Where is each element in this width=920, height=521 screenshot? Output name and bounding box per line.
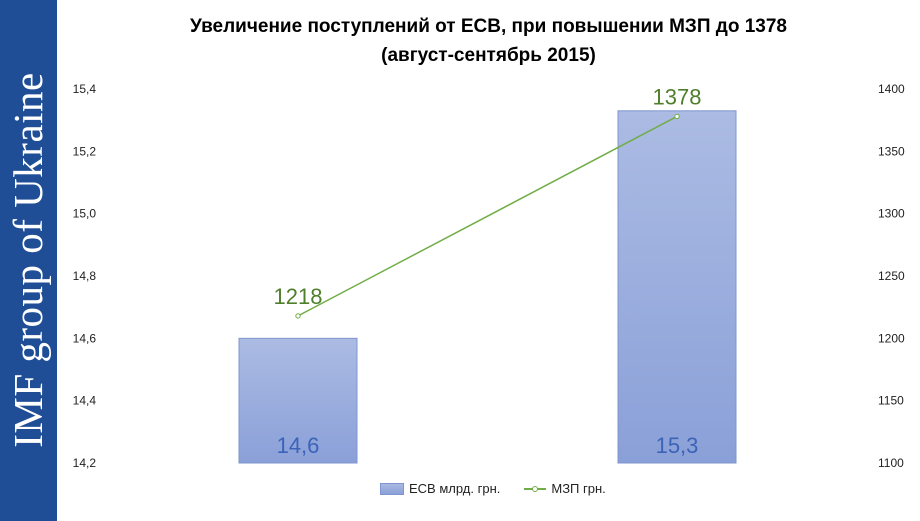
bar [238, 337, 358, 464]
chart-title-line2: (август-сентябрь 2015) [381, 45, 596, 66]
right-axis-tick-label: 1150 [878, 394, 904, 408]
left-axis-tick-label: 15,2 [73, 144, 97, 158]
bar-data-label: 15,3 [656, 433, 699, 458]
left-axis-tick-label: 14,4 [73, 394, 97, 408]
line-point [674, 113, 680, 120]
bar-data-label: 14,6 [277, 433, 320, 458]
legend-label-bar: ЕСВ млрд. грн. [409, 481, 501, 496]
chart-legend: ЕСВ млрд. грн. МЗП грн. [380, 481, 606, 496]
left-axis-tick-label: 14,8 [73, 269, 97, 283]
left-axis-tick-label: 14,6 [73, 331, 97, 345]
line-data-label: 1218 [274, 284, 323, 309]
right-axis-tick-label: 1300 [878, 207, 905, 221]
line-point [295, 313, 301, 319]
right-axis-tick-label: 1350 [878, 144, 905, 158]
legend-label-line: МЗП грн. [551, 481, 606, 496]
legend-swatch-line [524, 485, 547, 492]
chart-title: Увеличение поступлений от ЕСВ, при повыш… [57, 12, 920, 70]
left-axis-tick-label: 15,0 [73, 207, 97, 221]
right-axis-tick-label: 1100 [878, 456, 904, 470]
bar [617, 110, 737, 464]
line-data-label: 1378 [653, 84, 702, 109]
right-axis-tick-label: 1200 [878, 331, 905, 345]
left-axis-tick-label: 15,4 [73, 82, 97, 96]
left-axis-tick-label: 14,2 [73, 456, 97, 470]
legend-item-bar: ЕСВ млрд. грн. [380, 481, 500, 496]
chart-title-line1: Увеличение поступлений от ЕСВ, при повыш… [190, 16, 787, 37]
brand-sidebar: IMF group of Ukraine [0, 0, 57, 521]
right-axis-tick-label: 1400 [878, 82, 905, 96]
right-axis-tick-label: 1250 [878, 269, 905, 283]
line-series [297, 115, 678, 317]
legend-item-line: МЗП грн. [524, 481, 606, 496]
legend-swatch-bar [380, 482, 404, 495]
